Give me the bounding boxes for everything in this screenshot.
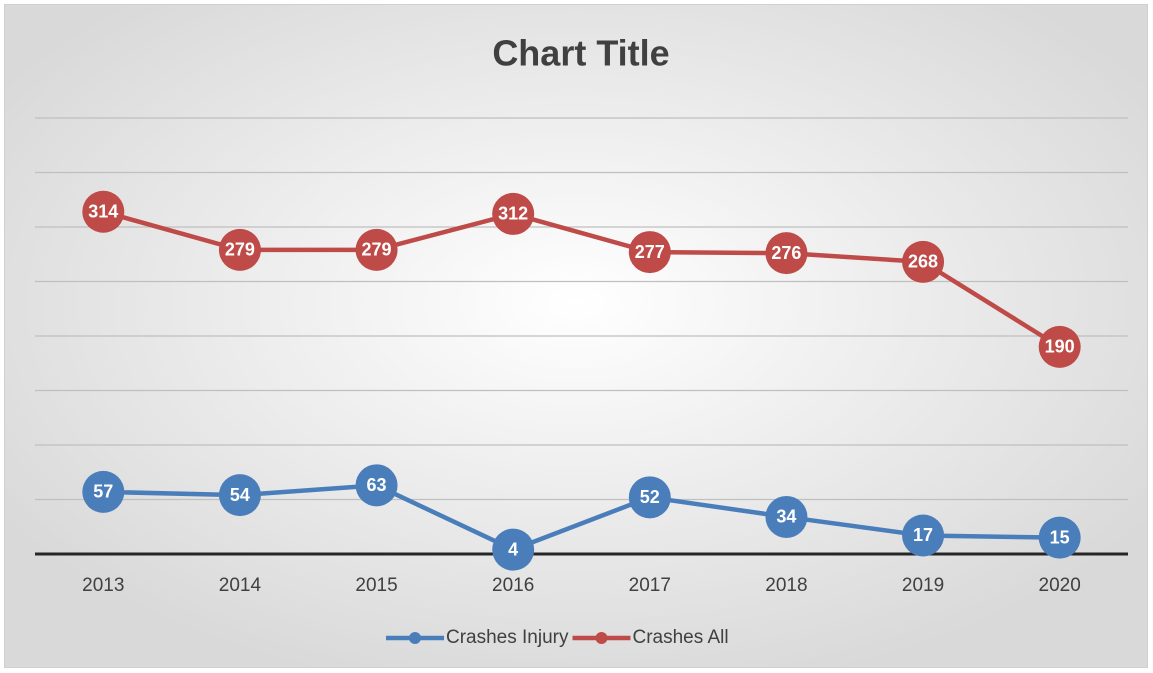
data-point <box>355 228 398 271</box>
data-point <box>492 192 535 235</box>
data-point <box>82 470 125 513</box>
data-label: 17 <box>913 525 933 545</box>
data-label: 54 <box>230 485 250 505</box>
x-tick-label: 2016 <box>492 575 534 596</box>
x-tick-label: 2019 <box>902 575 944 596</box>
data-point <box>628 231 671 274</box>
data-label: 52 <box>640 487 660 507</box>
data-label: 277 <box>635 242 665 262</box>
x-tick-label: 2014 <box>219 575 262 596</box>
data-point <box>218 474 261 517</box>
data-point <box>628 476 671 519</box>
data-label: 15 <box>1050 527 1070 547</box>
data-point <box>355 464 398 507</box>
chart-title: Chart Title <box>492 33 669 74</box>
data-label: 63 <box>367 475 387 495</box>
legend-label: Crashes Injury <box>446 627 569 648</box>
data-label: 268 <box>908 252 938 272</box>
legend-marker <box>595 632 608 644</box>
x-tick-label: 2020 <box>1039 575 1081 596</box>
data-point <box>1038 516 1081 559</box>
x-tick-label: 2017 <box>629 575 671 596</box>
data-label: 276 <box>771 243 801 263</box>
data-point <box>1038 325 1081 368</box>
legend-label: Crashes All <box>633 627 729 648</box>
data-label: 57 <box>93 482 113 502</box>
series-line <box>103 483 1060 552</box>
data-point <box>765 495 808 538</box>
data-label: 314 <box>88 201 118 221</box>
data-point <box>902 240 945 283</box>
data-point <box>218 228 261 271</box>
data-point <box>82 190 125 233</box>
x-tick-label: 2013 <box>82 575 124 596</box>
data-label: 4 <box>508 539 518 559</box>
data-label: 190 <box>1045 337 1075 357</box>
series-line <box>102 209 1061 349</box>
legend-marker <box>409 632 421 644</box>
data-label: 312 <box>498 204 528 224</box>
data-point <box>765 232 808 275</box>
x-tick-label: 2015 <box>355 575 397 596</box>
data-label: 34 <box>776 507 796 527</box>
data-point <box>902 514 945 557</box>
data-point <box>492 528 535 571</box>
data-label: 279 <box>225 240 255 260</box>
x-tick-label: 2018 <box>765 575 807 596</box>
data-label: 279 <box>362 240 392 260</box>
